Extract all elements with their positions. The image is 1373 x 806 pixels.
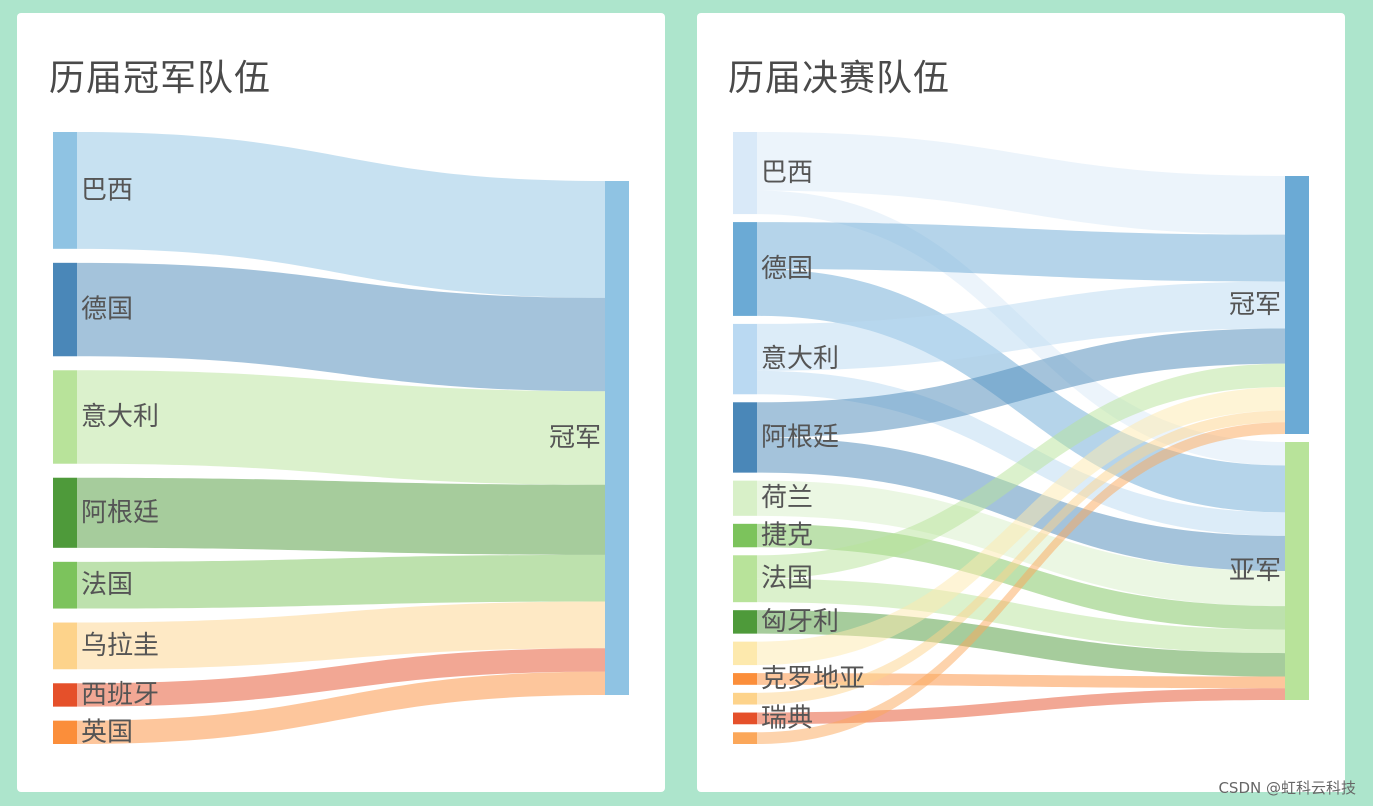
source-label: 乌拉圭 <box>81 631 159 661</box>
chart-title: 历届决赛队伍 <box>728 58 951 99</box>
source-label: 阿根廷 <box>761 422 839 452</box>
watermark: CSDN @虹科云科技 <box>1218 779 1356 797</box>
source-label: 瑞典 <box>761 703 813 733</box>
sankey-node-node-2 <box>53 370 77 464</box>
sankey-link <box>77 554 605 609</box>
sankey-link <box>757 437 1285 571</box>
sankey-node-node-8 <box>733 641 757 666</box>
sankey-node-node-4 <box>733 480 757 516</box>
source-label: 荷兰 <box>761 483 813 513</box>
source-label: 阿根廷 <box>81 498 159 528</box>
sankey-link <box>757 480 1285 607</box>
sankey-target-node-0 <box>1285 176 1309 434</box>
sankey-link <box>757 363 1285 579</box>
target-label: 亚军 <box>1229 556 1281 586</box>
target-label: 冠军 <box>1229 290 1281 320</box>
chart-title: 历届冠军队伍 <box>49 58 272 99</box>
sankey-node-node-3 <box>53 477 77 548</box>
sankey-node-node-5 <box>733 523 757 548</box>
source-label: 意大利 <box>81 402 159 432</box>
source-label: 巴西 <box>81 175 133 205</box>
sankey-link <box>757 422 1285 744</box>
sankey-link <box>757 222 1285 282</box>
sankey-link <box>757 688 1285 725</box>
sankey-node-node-7 <box>733 610 757 634</box>
source-label: 巴西 <box>761 158 813 188</box>
sankey-node-node-1 <box>53 262 77 357</box>
sankey-link <box>757 410 1285 705</box>
sankey-node-node-0 <box>53 132 77 249</box>
sankey-node-node-3 <box>733 402 757 473</box>
sankey-node-node-11 <box>733 712 757 725</box>
sankey-link <box>77 262 605 392</box>
sankey-node-node-6 <box>53 683 77 707</box>
source-label: 捷克 <box>761 521 813 551</box>
sankey-node-node-1 <box>733 222 757 316</box>
sankey-link <box>757 578 1285 654</box>
sankey-target-node-1 <box>1285 442 1309 700</box>
source-label: 西班牙 <box>81 680 159 710</box>
sankey-link <box>757 281 1285 371</box>
sankey-target-node-0 <box>605 181 629 695</box>
source-label: 法国 <box>761 564 813 594</box>
target-label: 冠军 <box>549 423 601 453</box>
sankey-link <box>77 477 605 555</box>
source-label: 德国 <box>761 254 813 284</box>
sankey-link <box>757 673 1285 689</box>
source-label: 英国 <box>81 717 133 747</box>
sankey-node-node-10 <box>733 692 757 705</box>
sankey-node-node-7 <box>53 720 77 744</box>
sankey-link <box>77 671 605 744</box>
finalists-card: 历届决赛队伍 巴西德国意大利阿根廷荷兰捷克法国匈牙利克罗地亚瑞典 冠军亚军 <box>697 13 1345 792</box>
source-label: 匈牙利 <box>761 607 839 637</box>
sankey-link <box>77 601 605 670</box>
sankey-node-node-9 <box>733 673 757 685</box>
sankey-link <box>757 328 1285 438</box>
source-label: 法国 <box>81 570 133 600</box>
sankey-link <box>757 370 1285 536</box>
sankey-link <box>77 370 605 485</box>
source-label: 克罗地亚 <box>761 664 865 694</box>
sankey-node-node-4 <box>53 561 77 609</box>
sankey-link <box>77 132 605 298</box>
sankey-node-node-2 <box>733 323 757 395</box>
links <box>77 132 605 744</box>
champions-card: 历届冠军队伍 巴西德国意大利阿根廷法国乌拉圭西班牙英国 冠军 <box>17 13 665 792</box>
sankey-link <box>757 387 1285 666</box>
sankey-link <box>757 132 1285 235</box>
sankey-node-node-5 <box>53 622 77 670</box>
sankey-node-node-6 <box>733 555 757 603</box>
sankey-node-node-12 <box>733 732 757 744</box>
source-label: 德国 <box>81 295 133 325</box>
links <box>757 132 1285 744</box>
sankey-link <box>77 648 605 707</box>
sankey-node-node-0 <box>733 132 757 215</box>
source-label: 意大利 <box>761 344 839 374</box>
